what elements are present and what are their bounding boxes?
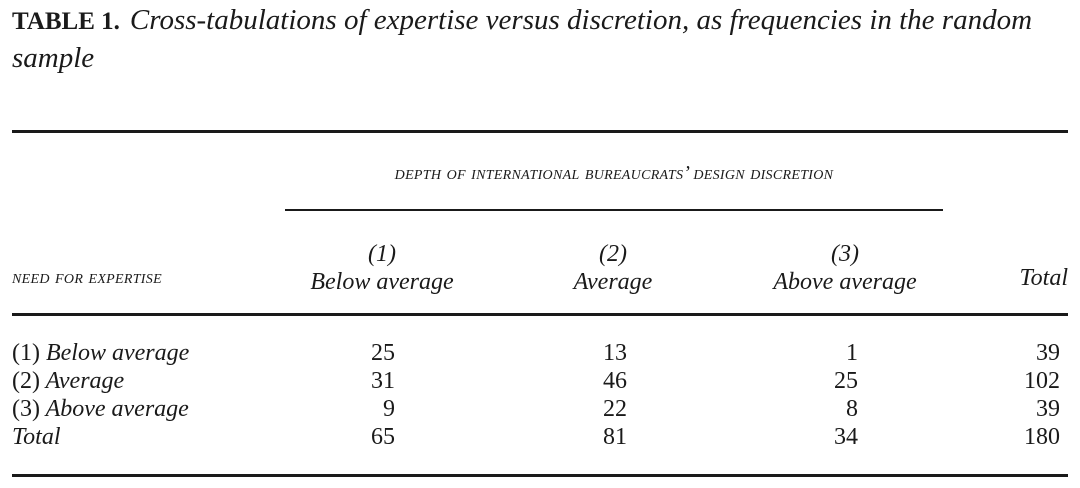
- row-number: (1): [12, 340, 40, 366]
- table-row: (3) Above average 9 22 8 39: [12, 395, 1068, 423]
- table-row: (1) Below average 25 13 1 39: [12, 339, 1068, 367]
- table-cell: 22: [603, 396, 627, 422]
- table-cell: 25: [371, 340, 395, 366]
- column-total-cell: 81: [603, 424, 627, 450]
- table-row: (2) Average 31 46 25 102: [12, 367, 1068, 395]
- stub-header: need for expertise: [12, 266, 162, 288]
- table-cell: 46: [603, 368, 627, 394]
- row-label-text: Average: [45, 368, 125, 394]
- row-number: (3): [12, 396, 40, 422]
- column-header-number: (2): [599, 241, 627, 267]
- row-label: (1) Below average: [12, 339, 189, 367]
- header-rule: [12, 313, 1068, 316]
- column-header-2: (2) Average: [493, 240, 733, 296]
- table-cell: 31: [371, 368, 395, 394]
- table-cell: 9: [383, 396, 395, 422]
- column-total-cell: 65: [371, 424, 395, 450]
- total-row: Total 65 81 34 180: [12, 423, 1068, 451]
- table-cell: 1: [846, 340, 858, 366]
- table-cell: 13: [603, 340, 627, 366]
- column-header-number: (1): [368, 241, 396, 267]
- column-header-label: Below average: [310, 269, 454, 295]
- column-header-3: (3) Above average: [725, 240, 965, 296]
- spanner-rule: [285, 209, 943, 211]
- total-row-label: Total: [12, 424, 61, 450]
- row-total-cell: 102: [1024, 368, 1060, 394]
- column-total-cell: 34: [834, 424, 858, 450]
- row-number: (2): [12, 368, 40, 394]
- top-rule: [12, 130, 1068, 133]
- column-header-total: Total: [1019, 265, 1068, 291]
- grand-total-cell: 180: [1024, 424, 1060, 450]
- table-title: Cross-tabulations of expertise versus di…: [12, 4, 1033, 74]
- column-header-label: Average: [573, 269, 653, 295]
- table-caption: TABLE 1. Cross-tabulations of expertise v…: [12, 2, 1068, 77]
- table-cell: 25: [834, 368, 858, 394]
- row-label: (2) Average: [12, 367, 124, 395]
- row-label-text: Above average: [45, 396, 189, 422]
- row-label: (3) Above average: [12, 395, 189, 423]
- column-spanner-header: depth of international bureaucrats’ desi…: [394, 162, 834, 184]
- table-number: TABLE 1.: [12, 8, 120, 35]
- row-total-cell: 39: [1036, 340, 1060, 366]
- column-header-1: (1) Below average: [262, 240, 502, 296]
- column-header-number: (3): [831, 241, 859, 267]
- table-cell: 8: [846, 396, 858, 422]
- column-header-label: Above average: [773, 269, 917, 295]
- row-total-cell: 39: [1036, 396, 1060, 422]
- row-label-text: Below average: [45, 340, 190, 366]
- bottom-rule: [12, 474, 1068, 477]
